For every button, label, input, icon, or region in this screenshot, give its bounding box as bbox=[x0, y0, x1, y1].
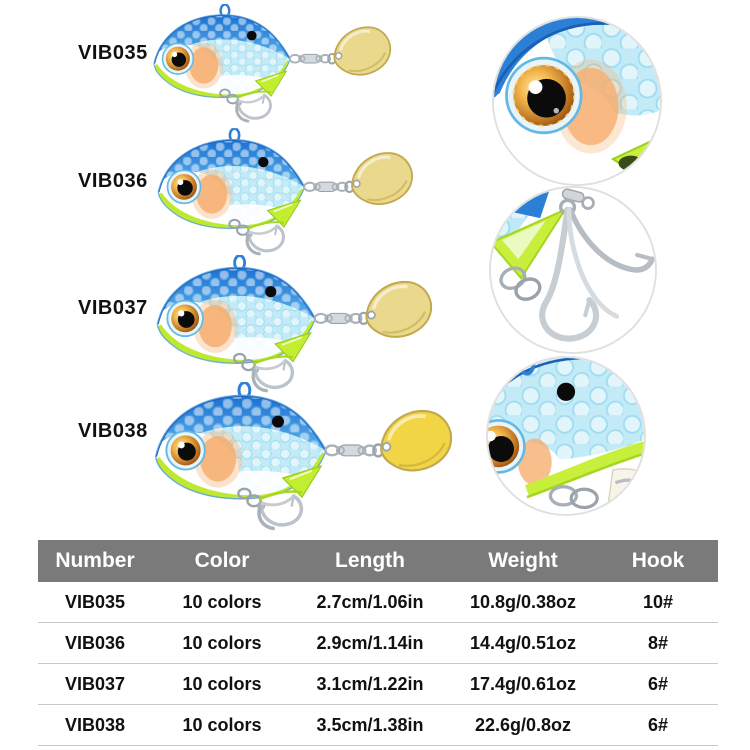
cell-number: VIB036 bbox=[64, 632, 126, 653]
table-header-row: Number Color Length Weight Hook bbox=[38, 540, 718, 582]
cell-weight: 14.4g/0.51oz bbox=[469, 632, 577, 653]
product-label-vib035: VIB035 bbox=[78, 42, 148, 64]
cell-color: 10 colors bbox=[182, 673, 262, 694]
table-row-vib036: VIB036 10 colors 2.9cm/1.14in 14.4g/0.51… bbox=[38, 623, 718, 664]
hook-closeup-image bbox=[491, 188, 655, 352]
cell-weight: 10.8g/0.38oz bbox=[469, 591, 577, 612]
scales-closeup-image bbox=[488, 358, 644, 514]
lure-image-vib036 bbox=[150, 128, 418, 257]
cell-length: 3.5cm/1.38in bbox=[316, 714, 424, 735]
cell-hook: 6# bbox=[647, 714, 669, 735]
cell-number: VIB037 bbox=[64, 673, 126, 694]
column-header-length: Length bbox=[335, 549, 405, 572]
cell-hook: 10# bbox=[642, 591, 674, 612]
table-row-vib037: VIB037 10 colors 3.1cm/1.22in 17.4g/0.61… bbox=[38, 664, 718, 705]
eye-closeup-image bbox=[494, 18, 660, 184]
cell-hook: 8# bbox=[647, 632, 669, 653]
detail-circle-scales-closeup bbox=[486, 356, 646, 516]
cell-color: 10 colors bbox=[182, 632, 262, 653]
cell-weight: 22.6g/0.8oz bbox=[474, 714, 572, 735]
column-header-weight: Weight bbox=[488, 549, 558, 572]
cell-weight: 17.4g/0.61oz bbox=[469, 673, 577, 694]
cell-color: 10 colors bbox=[182, 714, 262, 735]
column-header-color: Color bbox=[194, 549, 250, 572]
spec-table: Number Color Length Weight Hook VIB035 1… bbox=[38, 540, 718, 746]
cell-length: 2.9cm/1.14in bbox=[316, 632, 424, 653]
lure-image-vib035 bbox=[146, 4, 396, 124]
cell-color: 10 colors bbox=[182, 591, 262, 612]
cell-hook: 6# bbox=[647, 673, 669, 694]
product-label-vib036: VIB036 bbox=[78, 170, 148, 192]
product-label-vib038: VIB038 bbox=[78, 420, 148, 442]
table-row-vib038: VIB038 10 colors 3.5cm/1.38in 22.6g/0.8o… bbox=[38, 705, 718, 746]
lure-image-vib037 bbox=[148, 255, 438, 394]
detail-circle-hook-closeup bbox=[489, 186, 657, 354]
table-row-vib035: VIB035 10 colors 2.7cm/1.06in 10.8g/0.38… bbox=[38, 582, 718, 623]
column-header-hook: Hook bbox=[631, 549, 685, 572]
lure-image-vib038 bbox=[146, 382, 458, 532]
cell-number: VIB038 bbox=[64, 714, 126, 735]
cell-number: VIB035 bbox=[64, 591, 126, 612]
cell-length: 3.1cm/1.22in bbox=[316, 673, 424, 694]
cell-length: 2.7cm/1.06in bbox=[316, 591, 424, 612]
column-header-number: Number bbox=[55, 549, 135, 572]
product-label-vib037: VIB037 bbox=[78, 297, 148, 319]
detail-circle-eye-closeup bbox=[492, 16, 662, 186]
